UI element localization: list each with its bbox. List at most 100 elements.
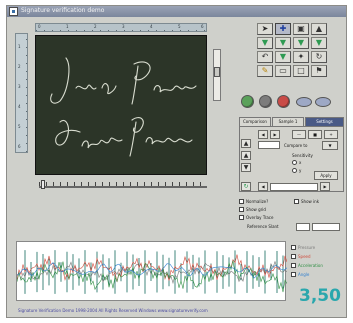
compare-label: Compare to [284,143,308,148]
move-mid-button[interactable]: ▲ [241,151,251,160]
tab-comparison[interactable]: Comparison [239,117,271,126]
signature-canvas[interactable] [35,35,207,175]
checkbox[interactable] [239,215,244,220]
arrow-up-icon: ▲ [243,140,249,147]
app-icon [9,7,18,16]
nib-green-3-button[interactable]: ▼ [293,37,309,49]
checkbox[interactable] [291,254,296,259]
eraser-tool-button[interactable]: ▭ [275,65,291,77]
legend-angle[interactable]: Angle [291,272,309,277]
ruler-number: 6 [18,144,21,149]
checkbox-label: Show grid [246,207,266,212]
nib-green-5-button[interactable]: ▼ [275,51,291,63]
undo-button[interactable]: ↶ [257,51,273,63]
pen-nib-icon: ▼ [261,38,269,47]
prev-button[interactable]: ◀ [258,130,268,139]
main-window: Signature verification demo 0 1 2 3 4 5 … [6,5,347,318]
canvas-position-slider[interactable] [39,179,207,190]
acceleration-trace [16,260,288,293]
ruler-number: 2 [94,24,97,29]
rotate-tool-button[interactable]: ↻ [311,51,327,63]
chevron-down-icon: ▼ [328,143,332,148]
page-tool-button[interactable]: ▣ [293,23,309,35]
reference-slant-value[interactable] [312,223,340,231]
pen-tool-button[interactable]: ✎ [257,65,273,77]
refresh-button[interactable]: ↻ [241,182,251,191]
pointer-tool-button[interactable]: ➤ [257,23,273,35]
checkbox-overlay-trace[interactable]: Overlay Trace [239,215,273,220]
legend-label: Speed [298,254,311,259]
gray-round-button[interactable] [259,95,272,108]
nib-green-4-button[interactable]: ▼ [311,37,327,49]
blue-oval-button-2[interactable] [315,97,331,107]
option-b[interactable]: y [292,168,301,173]
radio[interactable] [292,160,297,165]
green-round-button[interactable] [241,95,254,108]
tab-sample[interactable]: Sample 1 [272,117,304,126]
legend-label: Pressure [298,245,316,250]
tab-settings[interactable]: Settings [305,117,344,126]
option-a[interactable]: x [292,160,301,165]
checkbox-show-ink[interactable]: Show ink [294,199,319,204]
checkbox[interactable] [291,245,296,250]
next-button[interactable]: ▶ [270,130,280,139]
flag-tool-button[interactable]: ⚑ [311,65,327,77]
signature-strokes [50,57,197,157]
ruler-number: 1 [18,44,21,49]
checkbox[interactable] [291,272,296,277]
arrow-icon: ➤ [261,24,269,33]
fill-tool-button[interactable]: ▲ [311,23,327,35]
ruler-number: 1 [66,24,69,29]
arrow-left-icon: ◀ [261,132,265,137]
arrow-left-icon: ◀ [261,184,265,189]
pen-nib-icon: ▼ [279,38,287,47]
compare-dropdown[interactable]: ▼ [322,141,338,150]
radio[interactable] [292,168,297,173]
pencil-icon: ✎ [261,66,269,75]
horizontal-ruler: 0 1 2 3 4 5 6 [35,23,207,32]
pen-nib-icon: ▼ [279,52,287,61]
minus-button[interactable]: — [292,130,306,139]
apply-button[interactable]: Apply [314,171,338,180]
checkbox-label: Show ink [301,199,320,204]
legend-pressure[interactable]: Pressure [291,245,315,250]
legend-label: Angle [298,272,310,277]
scroll-left-button[interactable]: ◀ [258,182,268,191]
move-up-button[interactable]: ▲ [241,139,251,148]
slider-thumb[interactable] [41,180,45,189]
move-down-button[interactable]: ▼ [241,163,251,172]
arrow-down-icon: ▼ [243,164,249,171]
scroll-right-button[interactable]: ▶ [320,182,330,191]
nib-green-1-button[interactable]: ▼ [257,37,273,49]
reference-slant-field[interactable] [296,223,310,231]
range-field[interactable] [270,183,318,191]
value-field[interactable] [258,141,280,149]
checkbox[interactable] [239,207,244,212]
similarity-score: 3,50 [299,286,341,306]
red-round-button[interactable] [277,95,290,108]
scrollbar-thumb[interactable] [214,67,220,77]
frame-tool-button[interactable]: □ [293,65,309,77]
title-bar: Signature verification demo [7,6,346,17]
star-tool-button[interactable]: ✦ [293,51,309,63]
checkbox[interactable] [291,263,296,268]
legend-speed[interactable]: Speed [291,254,311,259]
blue-oval-button-1[interactable] [296,97,312,107]
plus-button[interactable]: + [324,130,338,139]
speed-trace [16,254,288,283]
pen-nib-icon: ▼ [315,38,323,47]
legend-acceleration[interactable]: Acceleration [291,263,323,268]
checkbox[interactable] [239,199,244,204]
checkbox-normalize[interactable]: Normalize? [239,199,268,204]
checkbox[interactable] [294,199,299,204]
rotate-icon: ↻ [315,52,323,61]
ruler-number: 3 [18,84,21,89]
eraser-icon: ▭ [279,66,287,75]
stop-button[interactable]: ■ [308,130,322,139]
checkbox-show-grid[interactable]: Show grid [239,207,266,212]
canvas-vertical-scrollbar[interactable] [213,49,221,101]
nib-green-2-button[interactable]: ▼ [275,37,291,49]
move-tool-button[interactable]: ✚ [275,23,291,35]
vertical-ruler: 1 2 3 4 5 6 [15,33,28,153]
settings-panel: ◀ ▶ — ■ + Compare to ▼ Sensitivity x y A… [239,126,344,192]
